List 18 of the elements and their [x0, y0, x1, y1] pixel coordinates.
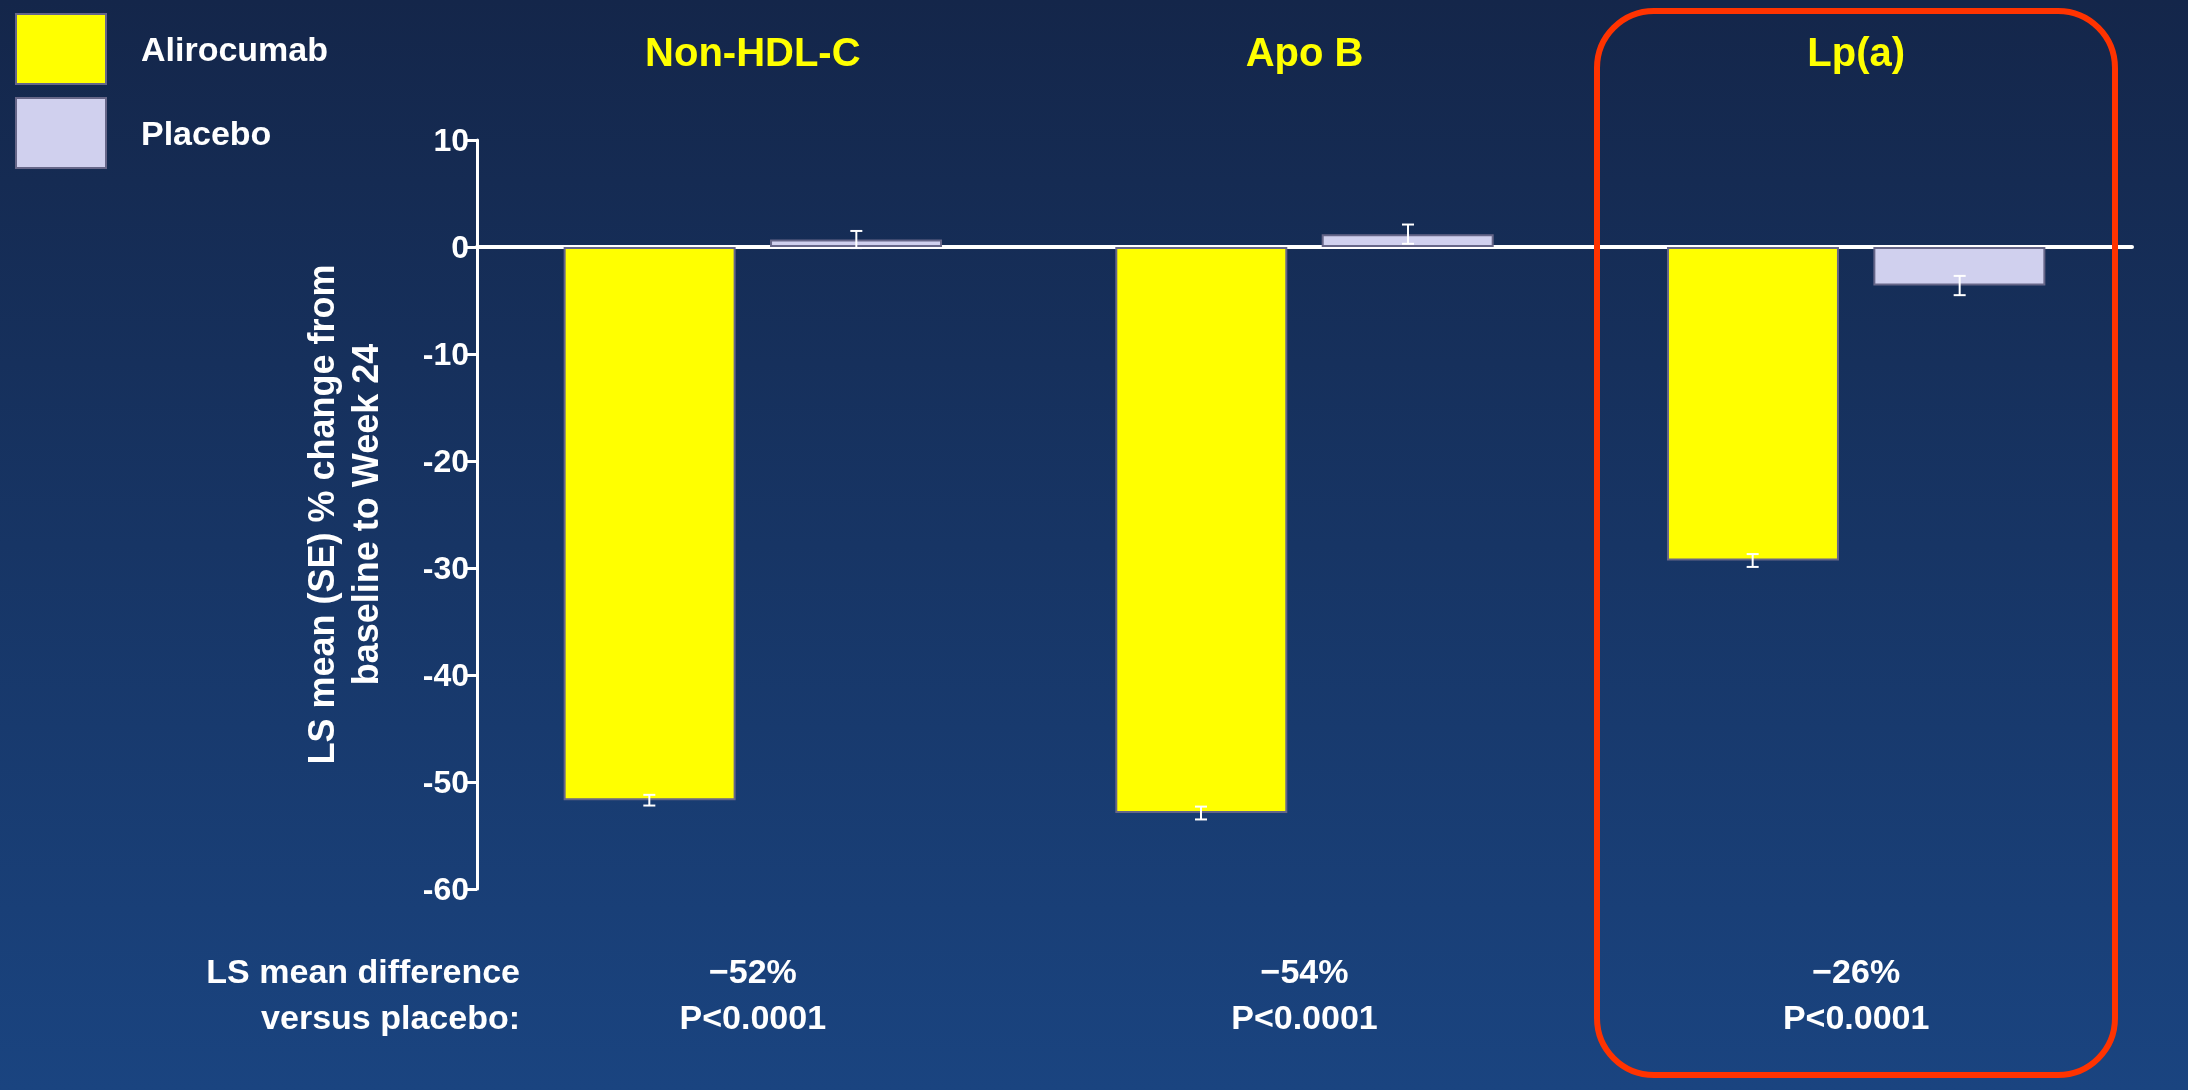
y-tick-label: -50 [422, 764, 469, 800]
text: −52% P<0.0001 [679, 952, 827, 1036]
text: −26% P<0.0001 [1782, 952, 1930, 1036]
x-tick-label: Apo B [1245, 30, 1364, 74]
text: −54% P<0.0001 [1231, 952, 1378, 1036]
y-tick-label: -20 [422, 443, 469, 479]
x-tick-label: Non-HDL-C [645, 30, 861, 74]
y-tick-label: 0 [451, 229, 469, 265]
y-tick-label: -40 [422, 657, 469, 693]
y-tick-label: -10 [422, 336, 469, 372]
legend-label: Placebo [141, 114, 272, 152]
y-axis-title: LS mean (SE) % change from baseline to Week 24 [300, 264, 386, 765]
text: LS mean difference versus placebo: [206, 952, 520, 1036]
legend-label: Alirocumab [141, 30, 329, 68]
y-tick-label: -30 [422, 550, 469, 586]
y-tick-label: -60 [422, 871, 469, 907]
y-tick-label: 10 [433, 122, 469, 158]
x-tick-label: Lp(a) [1807, 30, 1906, 74]
